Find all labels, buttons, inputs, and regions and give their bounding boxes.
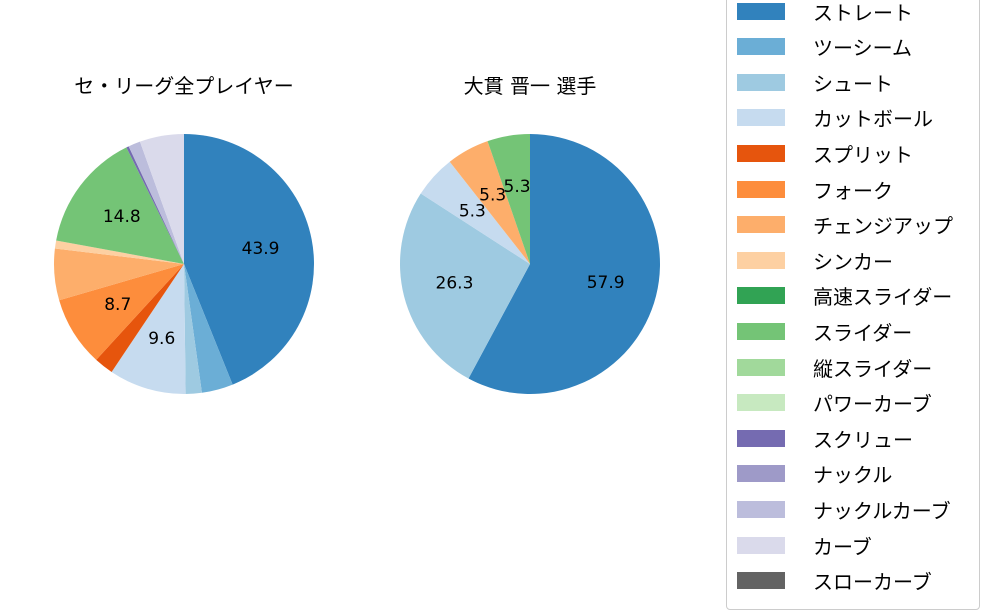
league-pie-chart: 43.9 9.6 8.7 14.8 [54, 134, 314, 394]
slice-label: 9.6 [148, 329, 175, 349]
legend-swatch [737, 465, 785, 483]
pie-slice [184, 264, 233, 393]
legend-label: シンカー [813, 249, 893, 274]
pie-charts: 43.99.68.714.8 57.926.35.35.35.3 [54, 134, 660, 394]
left-chart-title: セ・リーグ全プレイヤー [74, 74, 294, 98]
pie-slice [126, 146, 184, 264]
legend-swatch [737, 109, 785, 127]
legend-swatch [737, 38, 785, 56]
legend-item: 高速スライダー [737, 284, 953, 310]
legend-label: ツーシーム [813, 36, 912, 61]
pie-slice [449, 141, 530, 264]
pie-slice [54, 240, 184, 264]
right-chart-title: 大貫 晋一 選手 [463, 74, 597, 98]
pie-slice [128, 141, 184, 264]
pie-slice [399, 193, 530, 379]
pie-slice [59, 264, 184, 360]
slice-label: 26.3 [436, 273, 474, 293]
slice-label: 5.3 [479, 186, 506, 206]
legend-swatch [737, 251, 785, 269]
slice-label: 57.9 [587, 273, 625, 293]
legend-label: スプリット [813, 142, 913, 167]
pie-slice [56, 147, 184, 264]
slice-label: 8.7 [104, 295, 131, 315]
legend-label: 縦スライダー [813, 356, 933, 381]
legend-item: シュート [737, 70, 893, 96]
legend-swatch [737, 572, 785, 590]
pie-slice [111, 264, 186, 394]
legend-swatch [737, 322, 785, 340]
legend-item: スローカーブ [737, 569, 932, 595]
legend-swatch [737, 536, 785, 554]
legend-swatch [737, 287, 785, 305]
legend-label: チェンジアップ [813, 214, 953, 239]
legend-label: パワーカーブ [813, 392, 932, 417]
legend-item: ツーシーム [737, 35, 912, 61]
legend-label: ナックル [813, 463, 893, 488]
legend-label: スライダー [813, 320, 913, 345]
legend-item: ナックルカーブ [737, 497, 951, 523]
legend-label: シュート [813, 71, 893, 96]
legend-item: ストレート [737, 0, 913, 25]
legend-swatch [737, 500, 785, 518]
pie-slice [54, 248, 184, 301]
slice-label: 5.3 [459, 201, 486, 221]
legend-item: スクリュー [737, 426, 913, 452]
legend-item: スプリット [737, 141, 913, 167]
legend-item: パワーカーブ [737, 391, 932, 417]
slice-label: 5.3 [504, 177, 531, 197]
legend-item: シンカー [737, 248, 893, 274]
legend-label: カーブ [813, 534, 872, 559]
legend-item: 縦スライダー [737, 355, 933, 381]
pie-slice [468, 134, 660, 394]
pie-slice [184, 264, 202, 394]
legend-label: フォーク [813, 178, 893, 203]
legend-swatch [737, 216, 785, 234]
legend-swatch [737, 180, 785, 198]
legend-item: カットボール [737, 106, 933, 132]
pie-slice [487, 134, 530, 264]
pie-slice [96, 264, 184, 372]
legend-item: カーブ [737, 533, 872, 559]
legend-label: スローカーブ [813, 570, 932, 595]
legend-swatch [737, 358, 785, 376]
player-pie-chart: 57.926.35.35.35.3 [399, 134, 660, 394]
slice-label: 14.8 [103, 207, 141, 227]
legend-label: カットボール [813, 107, 933, 132]
legend-label: ストレート [813, 0, 913, 25]
pie-slice [139, 134, 184, 264]
legend-swatch [737, 2, 785, 20]
legend-item: スライダー [737, 319, 913, 345]
legend-swatch [737, 144, 785, 162]
legend-swatch [737, 429, 785, 447]
legend-label: ナックルカーブ [813, 498, 951, 523]
legend-label: 高速スライダー [813, 285, 953, 310]
pie-slice [184, 134, 314, 385]
legend-swatch [737, 73, 785, 91]
legend-label: スクリュー [813, 427, 913, 452]
legend: ストレートツーシームシュートカットボール スプリットフォークチェンジアップ シンカー… [726, 0, 980, 610]
legend-item: チェンジアップ [737, 213, 953, 239]
legend-item: フォーク [737, 177, 893, 203]
legend-item: ナックル [737, 462, 893, 488]
slice-label: 43.9 [242, 239, 280, 259]
pie-slice [420, 161, 530, 264]
legend-swatch [737, 394, 785, 412]
